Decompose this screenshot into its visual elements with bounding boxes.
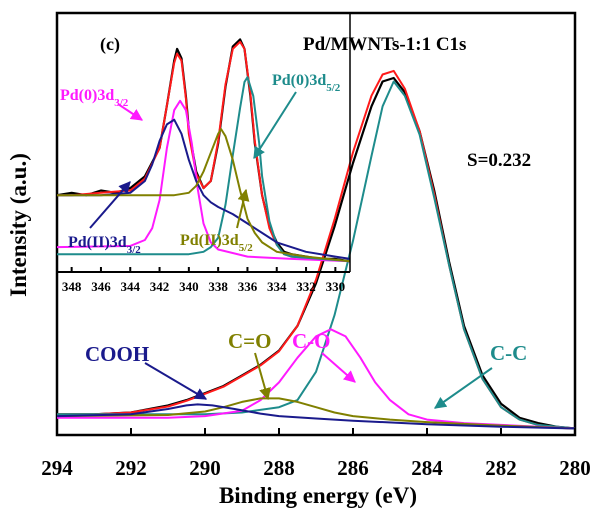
s-ratio-label: S=0.232 — [467, 150, 531, 171]
arrow-pd0-3d52 — [253, 91, 297, 160]
label-c-eq-o: C=O — [228, 329, 271, 353]
inset-curves — [56, 38, 351, 263]
main-series-c-o-3 — [57, 328, 576, 430]
main-series-c-o-4 — [56, 397, 576, 430]
x-axis-label: Binding energy (eV) — [219, 483, 417, 508]
arrow-cooh — [144, 362, 208, 400]
main-x-tick-label: 294 — [41, 456, 73, 480]
inset-x-tick-label: 348 — [62, 279, 82, 294]
arrow-c-c — [434, 367, 493, 409]
arrow-pd0-3d32 — [117, 103, 143, 121]
inset-x-tick-label: 330 — [326, 279, 346, 294]
main-x-ticks: 294 292 290 288 286 284 282 280 — [41, 428, 591, 480]
inset-x-tick-label: 346 — [91, 279, 111, 294]
label-c-o: C-O — [292, 329, 331, 353]
inset-x-tick-label: 340 — [179, 279, 199, 294]
label-pd0-3d52: Pd(0)3d5/2 — [272, 72, 341, 94]
arrow-c-o — [321, 352, 356, 383]
label-pd2-3d32: Pd(II)3d3/2 — [68, 234, 141, 256]
inset-x-ticks: 348 346 344 342 340 338 336 334 332 330 — [62, 267, 345, 294]
inset-series-component-2 — [56, 99, 351, 263]
inset-x-tick-label: 334 — [267, 279, 287, 294]
y-axis-label: Intensity (a.u.) — [6, 153, 31, 297]
arrow-c-eq-o — [254, 352, 271, 401]
arrow-pd2-3d52 — [236, 188, 250, 229]
label-cooh: COOH — [85, 342, 149, 366]
main-x-tick-label: 282 — [485, 456, 517, 480]
label-c-c: C-C — [490, 341, 527, 365]
inset-series-component-3 — [57, 76, 351, 263]
label-pd0-3d32: Pd(0)3d3/2 — [60, 87, 129, 109]
plot-frame — [55, 11, 577, 437]
chart-title: Pd/MWNTs-1:1 C1s — [303, 34, 466, 55]
main-x-tick-label: 290 — [189, 456, 221, 480]
inset-series-component-4 — [57, 118, 351, 260]
inset-x-tick-label: 338 — [208, 279, 228, 294]
main-x-tick-label: 284 — [411, 456, 443, 480]
inset-x-tick-label: 344 — [121, 279, 141, 294]
label-pd2-3d52: Pd(II)3d5/2 — [180, 232, 253, 254]
inset-series-component-5 — [57, 128, 351, 263]
inset-x-tick-label: 342 — [150, 279, 170, 294]
inset-x-tick-label: 336 — [238, 279, 258, 294]
arrow-pd2-3d32 — [89, 181, 131, 229]
main-x-tick-label: 288 — [263, 456, 295, 480]
main-x-tick-label: 292 — [115, 456, 147, 480]
panel-label: (c) — [100, 34, 120, 55]
main-x-tick-label: 280 — [559, 456, 591, 480]
inset-x-tick-label: 332 — [296, 279, 316, 294]
main-series-c-c-2 — [57, 80, 576, 430]
main-x-tick-label: 286 — [337, 456, 369, 480]
main-series-cooh-5 — [56, 403, 576, 430]
